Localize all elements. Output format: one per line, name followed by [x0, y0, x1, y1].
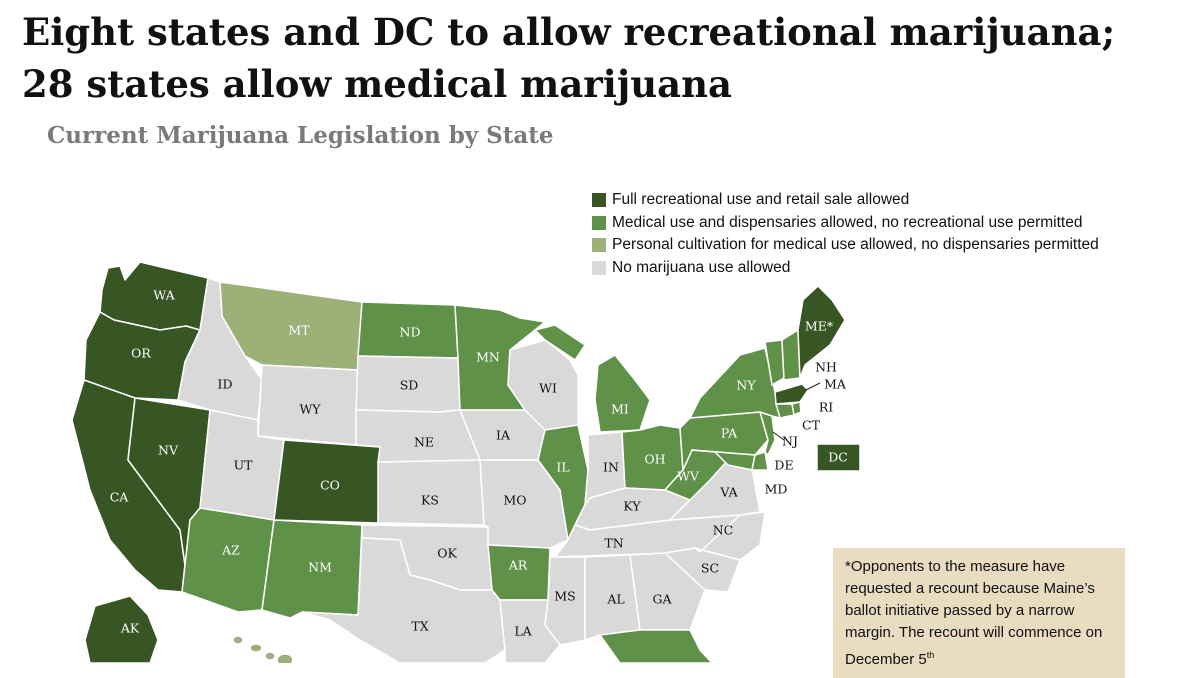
state-fl[interactable]: [599, 629, 713, 663]
legend-swatch-cultivation: [592, 238, 606, 253]
callout-line-nj: [772, 431, 785, 441]
state-shapes: [71, 261, 861, 663]
label-nj: NJ: [782, 434, 798, 449]
label-id: ID: [218, 377, 233, 392]
label-mi: MI: [611, 402, 629, 417]
us-map: WA OR CA NV ID MT WY UT CO AZ NM ND SD N…: [71, 261, 861, 663]
label-wy: WY: [299, 402, 321, 417]
label-co: CO: [320, 478, 340, 493]
label-de: DE: [774, 458, 793, 473]
label-ny: NY: [736, 378, 756, 393]
state-ct[interactable]: [775, 403, 795, 419]
state-ma[interactable]: [774, 383, 809, 405]
state-me[interactable]: [797, 285, 846, 379]
legend: Full recreational use and retail sale al…: [592, 189, 1099, 279]
label-dc: DC: [828, 450, 848, 465]
state-az[interactable]: [181, 507, 275, 613]
recount-footnote: *Opponents to the measure have requested…: [833, 548, 1125, 678]
label-tx: TX: [411, 619, 428, 634]
label-nh: NH: [815, 360, 837, 375]
legend-label-recreational: Full recreational use and retail sale al…: [612, 191, 910, 209]
state-ar[interactable]: [487, 544, 551, 601]
label-az: AZ: [221, 543, 240, 558]
label-wa: WA: [153, 288, 175, 303]
legend-item-cultivation: Personal cultivation for medical use all…: [592, 234, 1099, 257]
label-ca: CA: [110, 490, 130, 505]
state-labels: WA OR CA NV ID MT WY UT CO AZ NM ND SD N…: [110, 288, 848, 639]
footnote-superscript: th: [926, 650, 935, 660]
label-mn: MN: [476, 350, 500, 365]
state-ga[interactable]: [629, 552, 706, 631]
state-nh[interactable]: [781, 329, 801, 381]
label-va: VA: [719, 485, 738, 500]
dc-marker[interactable]: [816, 443, 861, 472]
state-hi[interactable]: [232, 635, 294, 663]
label-ut: UT: [234, 458, 254, 473]
label-ma: MA: [824, 377, 847, 392]
label-oh: OH: [644, 452, 665, 467]
label-ga: GA: [652, 592, 672, 607]
state-md[interactable]: [691, 449, 756, 471]
legend-swatch-none: [592, 260, 606, 275]
label-ok: OK: [437, 546, 457, 561]
label-sc: SC: [701, 561, 719, 576]
label-me: ME*: [805, 319, 834, 334]
legend-swatch-medical: [592, 215, 606, 230]
label-nm: NM: [308, 560, 332, 575]
label-ky: KY: [623, 499, 641, 514]
label-il: IL: [556, 460, 569, 475]
label-ri: RI: [819, 400, 833, 415]
label-wv: WV: [677, 469, 700, 484]
legend-label-none: No marijuana use allowed: [612, 258, 791, 276]
state-de[interactable]: [751, 451, 769, 471]
label-ne: NE: [414, 435, 434, 450]
legend-item-medical: Medical use and dispensaries allowed, no…: [592, 212, 1099, 235]
label-ms: MS: [554, 589, 575, 604]
label-mo: MO: [503, 493, 526, 508]
label-sd: SD: [400, 378, 419, 393]
state-ak[interactable]: [84, 595, 159, 663]
legend-item-none: No marijuana use allowed: [592, 257, 1099, 280]
footnote-text: *Opponents to the measure have requested…: [845, 558, 1103, 668]
state-ny[interactable]: [689, 347, 781, 419]
state-ri[interactable]: [791, 401, 802, 416]
label-nv: NV: [158, 443, 179, 458]
callout-line-ma: [805, 382, 821, 391]
label-ct: CT: [802, 418, 821, 433]
label-ia: IA: [496, 428, 511, 443]
map-subtitle: Current Marijuana Legislation by State: [47, 122, 554, 149]
label-tn: TN: [604, 536, 623, 551]
label-md: MD: [765, 482, 788, 497]
legend-item-recreational: Full recreational use and retail sale al…: [592, 189, 1099, 212]
label-nd: ND: [400, 325, 421, 340]
legend-label-medical: Medical use and dispensaries allowed, no…: [612, 213, 1083, 231]
legend-label-cultivation: Personal cultivation for medical use all…: [612, 236, 1099, 254]
callout-lines: [772, 382, 821, 441]
label-wi: WI: [539, 381, 557, 396]
label-mt: MT: [288, 323, 310, 338]
label-nc: NC: [713, 523, 734, 538]
state-mi[interactable]: [534, 324, 651, 433]
label-ks: KS: [421, 493, 439, 508]
label-la: LA: [514, 624, 532, 639]
label-in: IN: [603, 460, 619, 475]
label-or: OR: [131, 346, 151, 361]
headline: Eight states and DC to allow recreationa…: [22, 10, 1116, 106]
label-al: AL: [606, 592, 624, 607]
label-ak: AK: [120, 621, 140, 636]
legend-swatch-recreational: [592, 193, 606, 208]
label-pa: PA: [721, 426, 738, 441]
state-sc[interactable]: [664, 547, 741, 593]
label-ar: AR: [508, 558, 528, 573]
